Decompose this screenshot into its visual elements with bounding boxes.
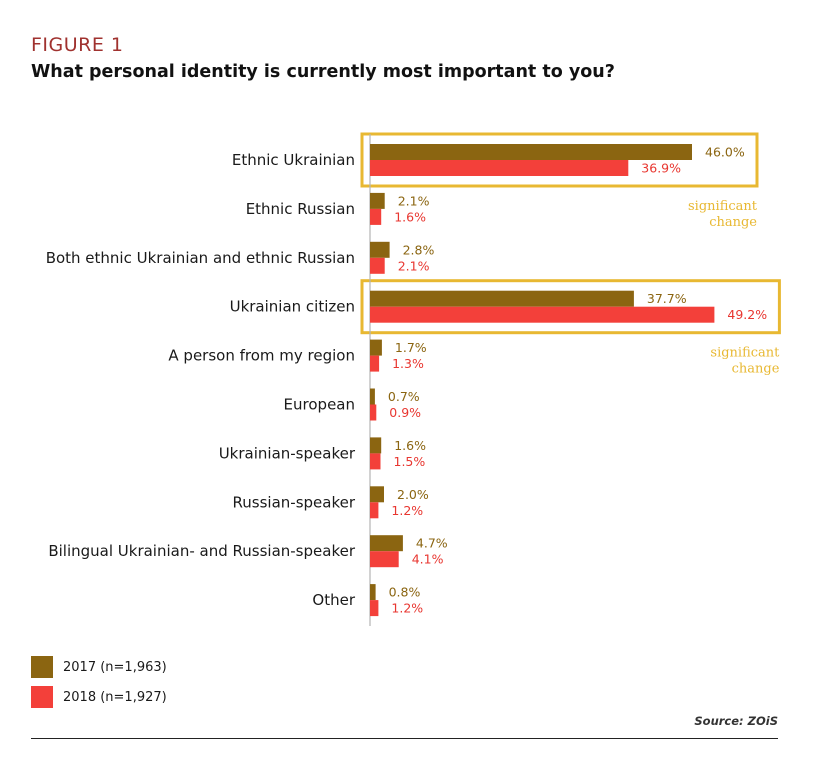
bar-2018-ethnic-ukrainian [370,160,628,176]
category-label: Ukrainian citizen [230,298,355,316]
legend-swatch-2018 [31,686,53,708]
bar-2017-other [370,584,376,600]
significant-change-note: change [709,215,757,230]
category-label: A person from my region [168,347,355,365]
value-label: 46.0% [705,145,745,160]
category-label: Both ethnic Ukrainian and ethnic Russian [46,249,355,267]
bar-2017-a-person-from-my-region [370,340,382,356]
legend-label-2018: 2018 (n=1,927) [63,690,167,705]
value-label: 0.7% [388,389,420,404]
value-label: 4.1% [412,552,444,567]
value-label: 2.1% [398,193,430,208]
value-label: 37.7% [647,291,687,306]
category-label: Other [312,591,355,609]
value-label: 36.9% [641,161,681,176]
value-label: 2.1% [398,258,430,273]
bar-2018-other [370,600,378,616]
value-label: 4.7% [416,536,448,551]
significant-change-note: significant [710,346,780,361]
legend-item-2018: 2018 (n=1,927) [31,686,167,708]
bar-2017-ukrainian-speaker [370,437,381,453]
value-label: 2.8% [403,242,435,257]
bar-2018-ukrainian-citizen [370,307,714,323]
bar-2018-both-ethnic-ukrainian-and-ethnic-russian [370,258,385,274]
value-label: 0.9% [389,405,421,420]
bar-2017-ukrainian-citizen [370,291,634,307]
source-note: Source: ZOiS [694,714,778,728]
value-label: 1.3% [392,356,424,371]
category-label: Russian-speaker [233,493,356,511]
bar-2018-ukrainian-speaker [370,453,381,469]
bar-2017-ethnic-russian [370,193,385,209]
bar-2018-russian-speaker [370,502,378,518]
category-label: Bilingual Ukrainian- and Russian-speaker [48,542,355,560]
bar-2017-ethnic-ukrainian [370,144,692,160]
legend-item-2017: 2017 (n=1,963) [31,656,167,678]
value-label: 1.6% [394,438,426,453]
legend-label-2017: 2017 (n=1,963) [63,660,167,675]
value-label: 1.7% [395,340,427,355]
value-label: 1.5% [394,454,426,469]
category-label: Ethnic Ukrainian [232,151,355,169]
value-label: 1.2% [391,601,423,616]
value-label: 1.2% [391,503,423,518]
category-label: Ukrainian-speaker [219,444,356,462]
bar-2018-a-person-from-my-region [370,356,379,372]
value-label: 49.2% [727,307,767,322]
bar-2018-european [370,405,376,421]
value-label: 0.8% [389,585,421,600]
bar-2018-bilingual-ukrainian-and-russian-speaker [370,551,399,567]
bar-2017-european [370,389,375,405]
bar-2018-ethnic-russian [370,209,381,225]
value-label: 2.0% [397,487,429,502]
category-label: Ethnic Russian [246,200,355,218]
bar-2017-both-ethnic-ukrainian-and-ethnic-russian [370,242,390,258]
significant-change-note: significant [688,199,758,214]
significant-change-note: change [732,362,780,377]
legend-swatch-2017 [31,656,53,678]
bar-chart: significantchangesignificantchangeEthnic… [0,0,836,660]
bar-2017-russian-speaker [370,486,384,502]
value-label: 1.6% [394,209,426,224]
category-label: European [284,396,355,414]
bar-2017-bilingual-ukrainian-and-russian-speaker [370,535,403,551]
bottom-rule [31,738,778,739]
